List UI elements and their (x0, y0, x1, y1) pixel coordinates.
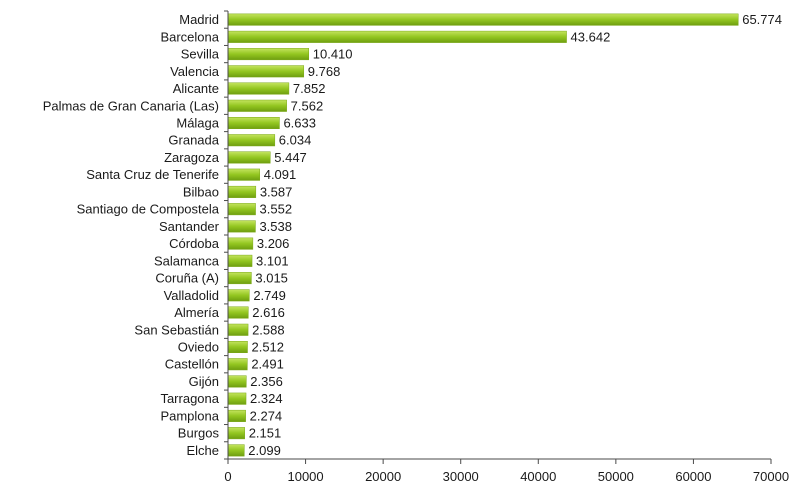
bar (227, 375, 247, 388)
bar (227, 117, 280, 129)
category-label: Almería (174, 305, 220, 320)
axes: 0 10000 20000 30000 40000 50000 60000 70000 (224, 10, 789, 484)
bar (227, 99, 287, 112)
data-label: 2.324 (250, 391, 283, 406)
bar (227, 220, 256, 233)
category-label: Granada (168, 133, 219, 148)
bar (227, 427, 245, 440)
data-label: 2.512 (251, 340, 284, 355)
data-labels: 65.774 43.642 10.410 9.768 7.852 7.562 6.633 6.… (248, 12, 782, 458)
bar (227, 341, 248, 353)
category-label: Santiago de Compostela (77, 202, 220, 217)
data-label: 2.749 (253, 288, 286, 303)
category-label: Barcelona (160, 29, 219, 44)
data-label: 6.633 (283, 116, 316, 131)
data-label: 2.616 (252, 305, 285, 320)
category-label: Castellón (165, 357, 219, 372)
category-label: Pamplona (160, 408, 219, 423)
x-tick-label: 50000 (598, 469, 634, 484)
bar (227, 168, 260, 181)
data-label: 5.447 (274, 150, 307, 165)
x-tick-label: 10000 (287, 469, 323, 484)
x-tick-label: 20000 (365, 469, 401, 484)
category-label: Tarragona (160, 391, 219, 406)
category-label: Santander (159, 219, 220, 234)
data-label: 2.356 (250, 374, 283, 389)
category-label: Valladolid (164, 288, 219, 303)
category-label: Gijón (189, 374, 219, 389)
data-label: 2.491 (251, 357, 284, 372)
bars-group (227, 13, 739, 457)
category-label: Córdoba (169, 236, 220, 251)
data-label: 43.642 (571, 29, 611, 44)
data-label: 7.852 (293, 81, 326, 96)
category-label: San Sebastián (134, 322, 219, 337)
bar (227, 289, 250, 302)
category-label: Santa Cruz de Tenerife (86, 167, 219, 182)
bar (227, 392, 247, 405)
category-label: Sevilla (181, 47, 220, 62)
bar (227, 306, 249, 319)
x-tick-label: 30000 (443, 469, 479, 484)
bar (227, 203, 256, 216)
bar (227, 254, 253, 267)
category-label: Coruña (A) (155, 271, 219, 286)
bar (227, 444, 245, 457)
category-label: Bilbao (183, 184, 219, 199)
data-label: 7.562 (291, 98, 324, 113)
data-label: 4.091 (264, 167, 297, 182)
x-tick-label: 40000 (520, 469, 556, 484)
data-label: 2.151 (249, 426, 282, 441)
data-label: 3.206 (257, 236, 290, 251)
bar (227, 237, 254, 250)
data-label: 65.774 (742, 12, 782, 27)
data-label: 3.015 (255, 271, 288, 286)
bar (227, 409, 246, 422)
x-tick-label: 70000 (753, 469, 789, 484)
category-label: Alicante (173, 81, 219, 96)
data-label: 6.034 (279, 133, 312, 148)
category-labels: Madrid Barcelona Sevilla Valencia Alicante Pa… (43, 12, 220, 458)
data-label: 10.410 (313, 47, 353, 62)
category-label: Burgos (178, 426, 220, 441)
bar (227, 65, 305, 78)
bar (227, 151, 271, 164)
bar (227, 185, 257, 198)
category-label: Valencia (170, 64, 220, 79)
category-label: Zaragoza (164, 150, 220, 165)
bar (227, 358, 248, 371)
data-label: 3.552 (260, 202, 293, 217)
bar (227, 272, 252, 285)
data-label: 3.101 (256, 253, 289, 268)
data-label: 2.588 (252, 322, 285, 337)
category-label: Elche (186, 443, 219, 458)
category-label: Palmas de Gran Canaria (Las) (43, 98, 219, 113)
category-label: Oviedo (178, 340, 219, 355)
data-label: 3.587 (260, 184, 293, 199)
data-label: 9.768 (308, 64, 341, 79)
bar (227, 13, 739, 26)
bar (227, 82, 290, 95)
bar (227, 323, 249, 336)
category-label: Madrid (179, 12, 219, 27)
bar (227, 30, 567, 43)
data-label: 3.538 (259, 219, 292, 234)
x-tick-label: 0 (224, 469, 231, 484)
bar (227, 48, 309, 61)
data-label: 2.274 (250, 408, 283, 423)
category-label: Málaga (176, 116, 219, 131)
bar (227, 134, 276, 147)
data-label: 2.099 (248, 443, 281, 458)
x-tick-label: 60000 (675, 469, 711, 484)
category-label: Salamanca (154, 253, 220, 268)
